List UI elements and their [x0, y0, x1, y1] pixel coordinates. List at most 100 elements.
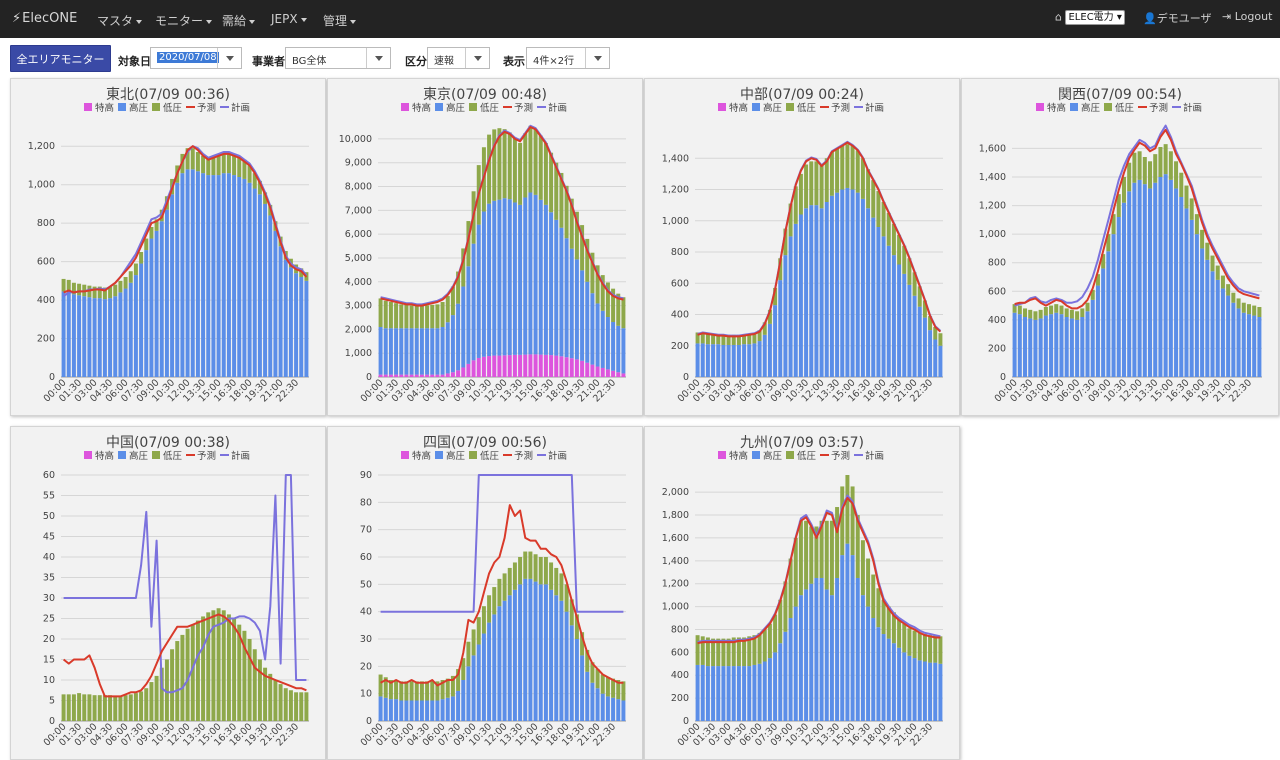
legend-label: 計画 — [865, 450, 884, 462]
bar-segment — [1153, 182, 1158, 377]
bar-segment — [605, 282, 610, 317]
bar-segment — [476, 357, 481, 377]
bar-segment — [569, 358, 574, 377]
logout-link[interactable]: ⇥ Logout — [1222, 10, 1272, 23]
bar-segment — [819, 520, 824, 578]
bar-segment — [466, 363, 471, 377]
bar-segment — [590, 682, 595, 721]
bar-segment — [1205, 259, 1210, 377]
bar-segment — [1231, 292, 1236, 303]
bar-segment — [595, 688, 600, 721]
company-switcher[interactable]: ⌂ ELEC電力 ▾ — [1055, 10, 1125, 25]
chart-panel-chugoku: 特高 高圧 低圧 予測 計画 0 5 10 15 20 25 30 35 40 45 50 55 60 00:00 0… — [10, 426, 326, 760]
bar-segment — [139, 263, 144, 377]
bar-segment — [487, 356, 492, 377]
bar-segment — [518, 142, 523, 205]
category-value: 速報 — [434, 56, 454, 67]
bar-segment — [450, 286, 455, 316]
legend-label: 予測 — [197, 102, 216, 114]
y-tick-label: 5 — [49, 696, 55, 707]
category-select[interactable]: 速報 — [427, 47, 490, 69]
bar-segment — [778, 280, 783, 377]
bar-segment — [871, 574, 876, 619]
bar-segment — [118, 695, 123, 721]
bar-segment — [206, 157, 211, 176]
bar-segment — [814, 205, 819, 377]
bar-segment — [533, 194, 538, 355]
plan-line — [1014, 124, 1260, 307]
bar-segment — [538, 199, 543, 355]
bar-segment — [528, 578, 533, 721]
bar-segment — [507, 567, 512, 596]
bar-segment — [1080, 317, 1085, 377]
bar-segment — [1257, 307, 1262, 317]
bar-segment — [82, 694, 87, 721]
dropdown-arrow-icon[interactable] — [217, 48, 241, 68]
bar-segment — [1121, 202, 1126, 377]
bar-segment — [611, 322, 616, 371]
bar-segment — [907, 258, 912, 285]
y-tick-label: 50 — [43, 511, 55, 522]
bar-segment — [492, 200, 497, 356]
company-select[interactable]: ELEC電力 ▾ — [1065, 10, 1125, 25]
bar-segment — [518, 354, 523, 377]
legend-item: 特高 — [1036, 102, 1066, 114]
bar-segment — [1017, 305, 1022, 315]
legend-label: 高圧 — [129, 450, 149, 462]
menu-supply-demand[interactable]: 需給 — [222, 12, 256, 29]
menu-monitor[interactable]: モニター — [155, 12, 213, 29]
bar-segment — [1028, 318, 1033, 377]
menu-master[interactable]: マスタ — [97, 12, 143, 29]
bar-segment — [1220, 275, 1225, 289]
bar-segment — [819, 577, 824, 721]
date-field[interactable]: 2020/07/08 — [150, 47, 242, 69]
bar-segment — [1033, 319, 1038, 377]
bar-segment — [773, 305, 778, 377]
bar-segment — [752, 635, 757, 665]
legend-label: 予測 — [831, 102, 850, 114]
legend-label: 低圧 — [163, 102, 183, 114]
bar-segment — [378, 674, 383, 697]
bar-segment — [845, 187, 850, 377]
legend-item: 予測 — [820, 450, 850, 462]
legend-item: 特高 — [84, 450, 114, 462]
dropdown-arrow-icon[interactable] — [465, 48, 489, 68]
dropdown-arrow-icon[interactable] — [366, 48, 390, 68]
caret-down-icon — [249, 19, 256, 24]
bar-segment — [716, 334, 721, 345]
dropdown-arrow-icon[interactable] — [585, 48, 609, 68]
menu-jepx[interactable]: JEPX — [271, 12, 307, 26]
menu-admin[interactable]: 管理 — [323, 12, 357, 29]
legend-label: 計画 — [231, 102, 250, 114]
bar-segment — [419, 374, 424, 377]
y-tick-label: 0 — [366, 372, 372, 383]
bar-segment — [1179, 172, 1184, 197]
bar-segment — [388, 699, 393, 721]
brand[interactable]: ⚡ElecONE — [12, 11, 77, 26]
bar-segment — [195, 620, 200, 721]
bar-segment — [716, 344, 721, 377]
operator-select[interactable]: BG全体 — [285, 47, 391, 69]
user-menu[interactable]: 👤デモユーザ — [1143, 10, 1211, 26]
plan-line — [63, 474, 307, 694]
bar-segment — [912, 630, 917, 659]
bar-segment — [742, 334, 747, 345]
bar-segment — [190, 169, 195, 377]
legend-swatch — [118, 451, 126, 459]
bar-segment — [835, 507, 840, 578]
bar-segment — [922, 317, 927, 377]
bar-segment — [1012, 312, 1017, 377]
legend-swatch — [435, 103, 443, 111]
bar-segment — [71, 282, 76, 295]
all-area-monitor-button[interactable]: 全エリアモニター — [10, 45, 111, 72]
bar-segment — [695, 332, 700, 344]
bar-segment — [118, 292, 123, 377]
bar-segment — [928, 316, 933, 331]
display-select[interactable]: 4件×2行 — [526, 47, 610, 69]
bar-segment — [512, 202, 517, 355]
bar-segment — [440, 374, 445, 377]
bar-segment — [922, 634, 927, 662]
bar-segment — [554, 219, 559, 356]
bar-segment — [518, 584, 523, 721]
bar-segment — [595, 303, 600, 367]
